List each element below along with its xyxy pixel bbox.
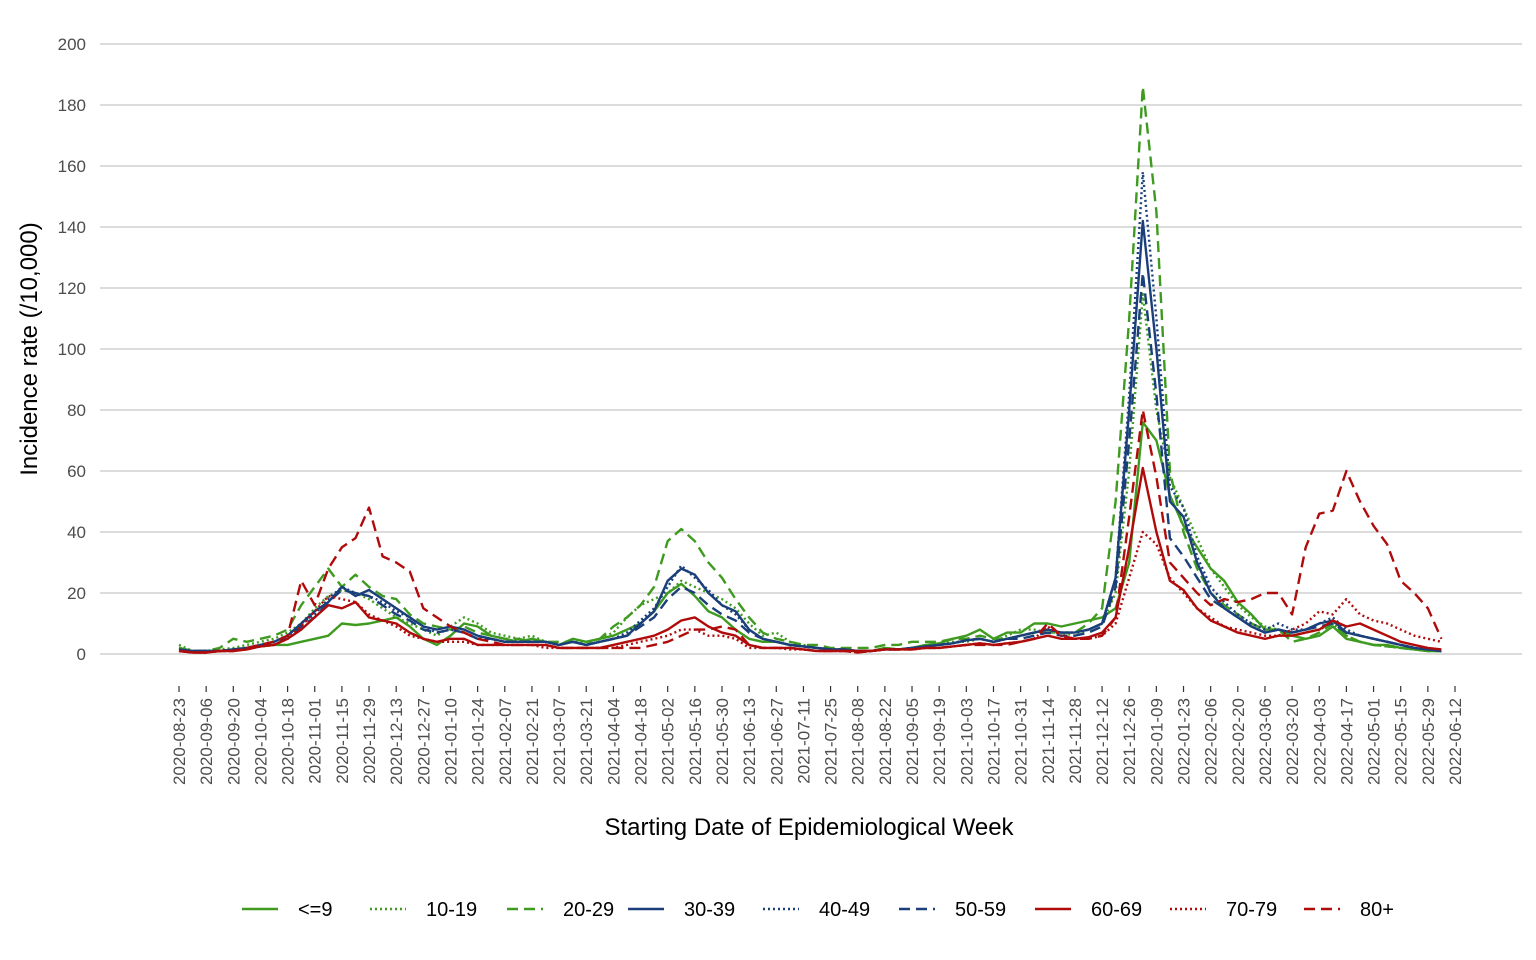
x-tick-label: 2021-10-31 xyxy=(1012,698,1031,785)
legend-item: 10-19 xyxy=(370,899,477,921)
series-line-8 xyxy=(178,530,1442,654)
y-tick-label: 20 xyxy=(67,584,86,603)
x-tick-label: 2020-08-23 xyxy=(170,698,189,785)
legend-label: 80+ xyxy=(1360,899,1394,921)
legend-item: 40-49 xyxy=(763,899,870,921)
series-line-6 xyxy=(179,271,1442,653)
x-tick-label: 2022-06-12 xyxy=(1446,698,1465,785)
x-tick-label: 2021-01-10 xyxy=(441,698,460,785)
y-tick-label: 60 xyxy=(67,462,86,481)
x-tick-label: 2021-04-04 xyxy=(604,698,623,785)
x-tick-label: 2021-07-11 xyxy=(794,698,813,784)
legend-item: <=9 xyxy=(242,899,332,921)
x-tick-label: 2022-01-23 xyxy=(1175,698,1194,785)
series-line-9 xyxy=(178,408,1443,654)
x-tick-label: 2021-02-07 xyxy=(496,698,515,785)
x-tick-label: 2021-07-25 xyxy=(822,698,841,785)
legend-label: 60-69 xyxy=(1091,899,1142,921)
legend: <=9 10-19 20-29 30-39 40-49 50-59 60-69 70-79 80… xyxy=(242,899,1394,921)
legend-label: 20-29 xyxy=(563,899,614,921)
y-axis-title: Incidence rate (/10,000) xyxy=(16,222,43,476)
x-tick-label: 2020-11-01 xyxy=(306,698,325,784)
legend-item: 70-79 xyxy=(1170,899,1277,921)
x-axis-title: Starting Date of Epidemiological Week xyxy=(604,814,1014,841)
legend-label: 30-39 xyxy=(684,899,735,921)
series-line-5 xyxy=(179,170,1442,653)
legend-label: <=9 xyxy=(298,899,332,921)
x-tick-label: 2021-04-18 xyxy=(632,698,651,785)
x-tick-label: 2021-09-05 xyxy=(903,698,922,785)
x-tick-label: 2021-05-16 xyxy=(686,698,705,785)
x-tick-label: 2021-02-21 xyxy=(523,698,542,785)
legend-label: 70-79 xyxy=(1226,899,1277,921)
x-axis: 2020-08-23 2020-09-06 2020-09-20 2020-10-04… xyxy=(170,686,1465,785)
x-tick-label: 2021-06-13 xyxy=(740,698,759,785)
x-tick-label: 2022-03-20 xyxy=(1283,698,1302,785)
x-tick-label: 2022-03-06 xyxy=(1256,698,1275,785)
x-tick-label: 2020-10-18 xyxy=(279,698,298,785)
x-tick-label: 2021-08-22 xyxy=(876,698,895,785)
x-tick-label: 2022-05-29 xyxy=(1419,698,1438,785)
y-tick-label: 120 xyxy=(58,279,86,298)
x-tick-label: 2021-11-28 xyxy=(1066,698,1085,784)
series-line-2 xyxy=(178,292,1442,653)
legend-label: 40-49 xyxy=(819,899,870,921)
x-tick-label: 2020-09-06 xyxy=(197,698,216,785)
x-tick-label: 2020-11-29 xyxy=(360,698,379,784)
legend-item: 60-69 xyxy=(1035,899,1142,921)
y-tick-label: 0 xyxy=(77,645,86,664)
x-tick-label: 2022-02-06 xyxy=(1202,698,1221,785)
y-tick-label: 80 xyxy=(67,401,86,420)
y-tick-label: 160 xyxy=(58,157,86,176)
x-tick-label: 2021-03-07 xyxy=(550,698,569,785)
x-tick-label: 2021-11-14 xyxy=(1039,698,1058,784)
series-lines xyxy=(178,85,1443,654)
y-tick-label: 180 xyxy=(58,96,86,115)
x-tick-label: 2021-06-27 xyxy=(767,698,786,785)
x-tick-label: 2022-05-15 xyxy=(1392,698,1411,785)
x-tick-label: 2021-10-17 xyxy=(984,698,1003,785)
x-tick-label: 2022-02-20 xyxy=(1229,698,1248,785)
legend-label: 50-59 xyxy=(955,899,1006,921)
legend-item: 50-59 xyxy=(899,899,1006,921)
x-tick-label: 2021-12-26 xyxy=(1120,698,1139,785)
x-tick-label: 2021-09-19 xyxy=(930,698,949,785)
legend-item: 20-29 xyxy=(507,899,614,921)
x-tick-label: 2022-04-03 xyxy=(1310,698,1329,785)
x-tick-label: 2020-12-13 xyxy=(387,698,406,785)
y-tick-label: 200 xyxy=(58,35,86,54)
x-tick-label: 2021-10-03 xyxy=(957,698,976,785)
x-tick-label: 2021-05-30 xyxy=(713,698,732,785)
x-tick-label: 2021-08-08 xyxy=(849,698,868,785)
x-tick-label: 2022-05-01 xyxy=(1365,698,1384,785)
x-tick-label: 2020-10-04 xyxy=(251,698,270,785)
y-axis: 0 20 40 60 80 100 120 140 160 180 200 xyxy=(58,35,86,664)
legend-item: 30-39 xyxy=(628,899,735,921)
x-tick-label: 2022-04-17 xyxy=(1337,698,1356,785)
y-tick-label: 100 xyxy=(58,340,86,359)
x-tick-label: 2020-11-15 xyxy=(333,698,352,784)
legend-item: 80+ xyxy=(1304,899,1394,921)
x-tick-label: 2021-01-24 xyxy=(469,698,488,785)
x-tick-label: 2022-01-09 xyxy=(1147,698,1166,785)
x-tick-label: 2021-05-02 xyxy=(659,698,678,785)
y-tick-label: 140 xyxy=(58,218,86,237)
legend-label: 10-19 xyxy=(426,899,477,921)
x-tick-label: 2021-03-21 xyxy=(577,698,596,785)
series-line-3 xyxy=(178,85,1442,653)
x-tick-label: 2021-12-12 xyxy=(1093,698,1112,785)
x-tick-label: 2020-12-27 xyxy=(414,698,433,785)
x-tick-label: 2020-09-20 xyxy=(224,698,243,785)
y-tick-label: 40 xyxy=(67,523,86,542)
grid xyxy=(100,43,1522,655)
